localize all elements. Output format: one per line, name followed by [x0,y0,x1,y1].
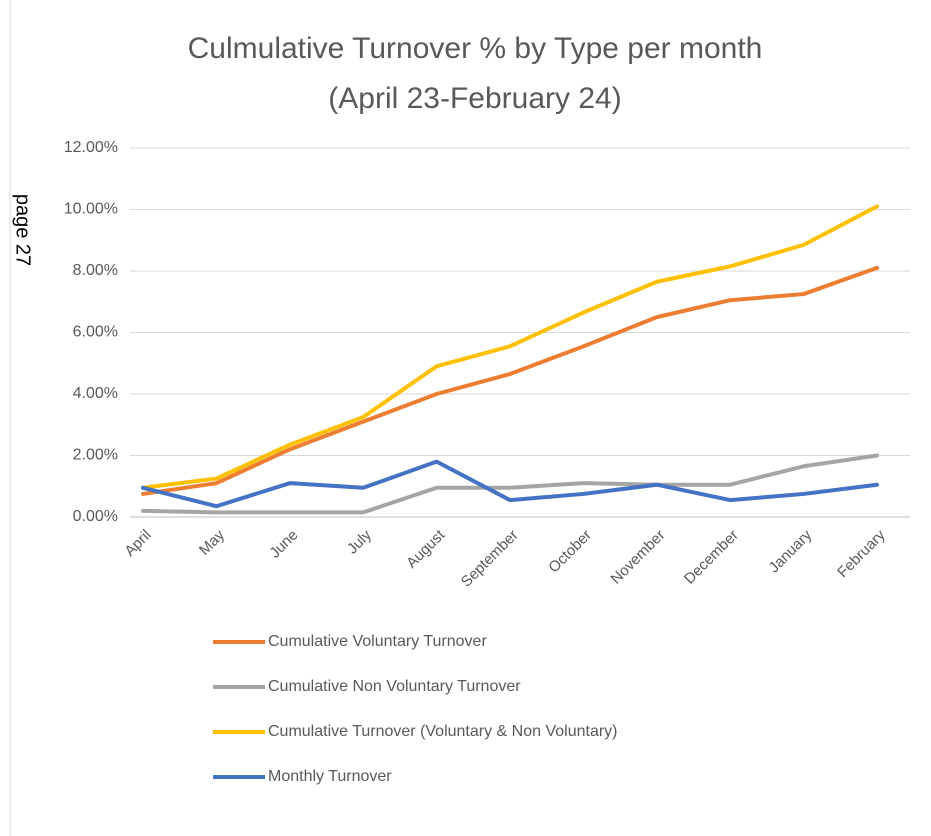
y-tick-label: 0.00% [73,508,118,525]
x-tick-label: June [266,527,301,562]
x-tick-label: September [458,527,522,591]
y-tick-label: 6.00% [73,324,118,341]
y-tick-label: 4.00% [73,385,118,402]
series-line [141,459,879,509]
series-line [141,453,879,515]
y-tick-label: 2.00% [73,447,118,464]
series-line [141,204,879,490]
x-tick-label: November [607,527,668,588]
chart-frame [9,0,11,836]
series-line [141,265,879,496]
x-tick-label: July [344,526,375,557]
x-tick-label: August [403,526,449,572]
y-tick-label: 8.00% [73,262,118,279]
page-note: page 27 [12,194,34,266]
y-tick-label: 12.00% [64,139,118,156]
y-tick-label: 10.00% [64,201,118,218]
legend-label: Monthly Turnover [268,768,392,785]
chart-title: Culmulative Turnover % by Type per month [188,32,763,65]
x-tick-label: January [765,526,815,576]
x-tick-label: October [545,527,595,577]
legend-label: Cumulative Non Voluntary Turnover [268,678,521,695]
chart-subtitle: (April 23-February 24) [328,82,621,115]
x-tick-label: April [121,527,154,560]
legend-label: Cumulative Voluntary Turnover [268,633,487,650]
x-tick-label: February [834,526,889,581]
legend-label: Cumulative Turnover (Voluntary & Non Vol… [268,723,618,740]
x-tick-label: May [196,526,228,558]
x-tick-label: December [681,527,742,588]
